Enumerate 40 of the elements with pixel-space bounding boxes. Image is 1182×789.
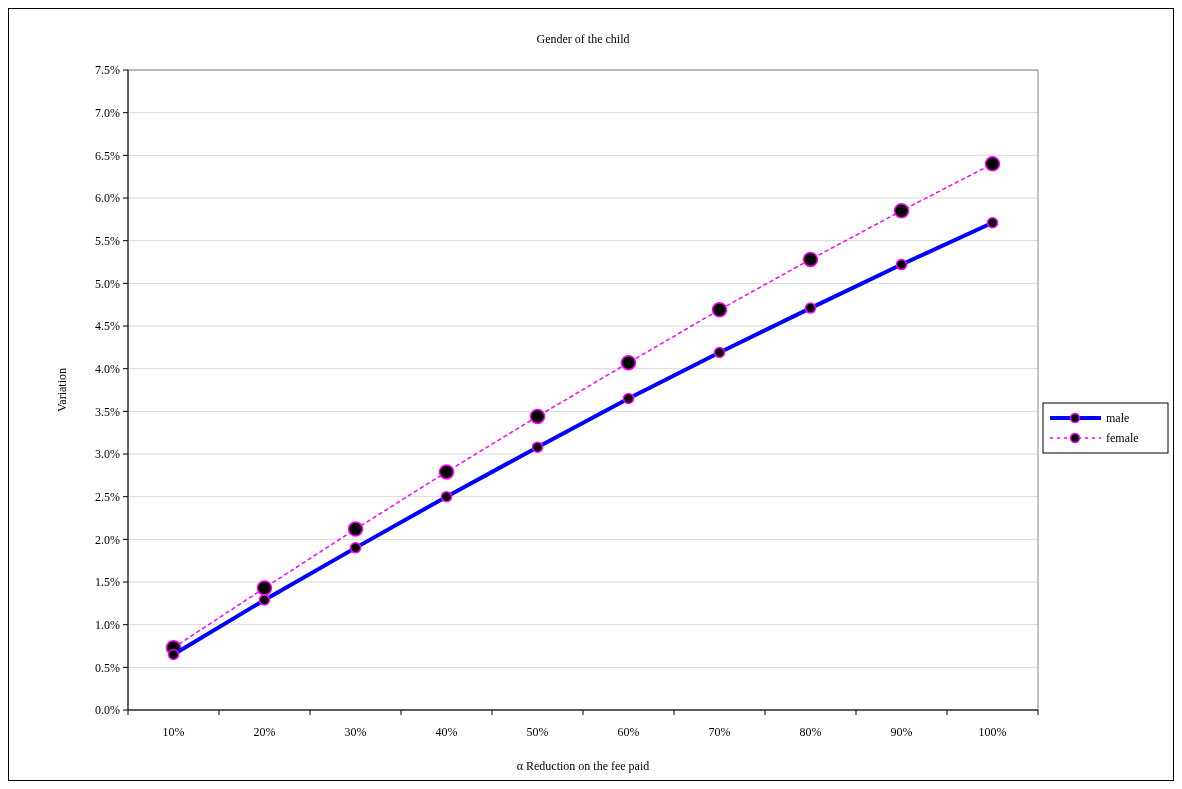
y-tick-label: 7.5% xyxy=(95,63,120,78)
y-tick-label: 5.5% xyxy=(95,233,120,248)
y-tick-label: 2.5% xyxy=(95,489,120,504)
point xyxy=(256,580,273,596)
point xyxy=(620,354,637,371)
y-tick-label: 3.0% xyxy=(95,447,120,462)
y-tick-label: 5.0% xyxy=(95,276,120,291)
point xyxy=(529,408,546,425)
y-tick-label: 4.0% xyxy=(95,361,120,376)
x-tick-label: 90% xyxy=(890,725,913,739)
x-axis-title: α Reduction on the fee paid xyxy=(516,759,650,773)
y-tick-label: 3.5% xyxy=(95,404,120,419)
x-tick-label: 60% xyxy=(617,725,640,739)
x-tick-label: 50% xyxy=(526,725,549,739)
x-tick-label: 70% xyxy=(708,725,731,739)
y-tick-label: 6.0% xyxy=(95,191,120,206)
legend-label: female xyxy=(1106,431,1139,446)
point xyxy=(711,302,728,318)
x-tick-label: 40% xyxy=(435,725,458,739)
point xyxy=(802,251,819,268)
y-tick-label: 6.5% xyxy=(95,148,120,163)
chart-title: Gender of the child xyxy=(536,32,630,46)
point xyxy=(984,156,1001,172)
x-tick-label: 10% xyxy=(162,725,185,739)
y-tick-label: 4.5% xyxy=(95,319,120,334)
y-tick-label: 7.0% xyxy=(95,105,120,120)
legend-label: male xyxy=(1106,411,1130,426)
y-tick-label: 1.5% xyxy=(95,575,120,590)
x-tick-label: 20% xyxy=(253,725,276,739)
x-tick-label: 100% xyxy=(978,725,1007,739)
point xyxy=(438,464,455,480)
point xyxy=(347,521,364,537)
point xyxy=(893,203,910,219)
y-tick-label: 0.5% xyxy=(95,660,120,675)
y-tick-label: 0.0% xyxy=(95,703,120,718)
y-axis-title: Variation xyxy=(55,368,69,412)
x-tick-label: 30% xyxy=(344,725,367,739)
x-tick-label: 80% xyxy=(799,725,822,739)
y-tick-label: 1.0% xyxy=(95,617,120,632)
y-tick-label: 2.0% xyxy=(95,532,120,547)
